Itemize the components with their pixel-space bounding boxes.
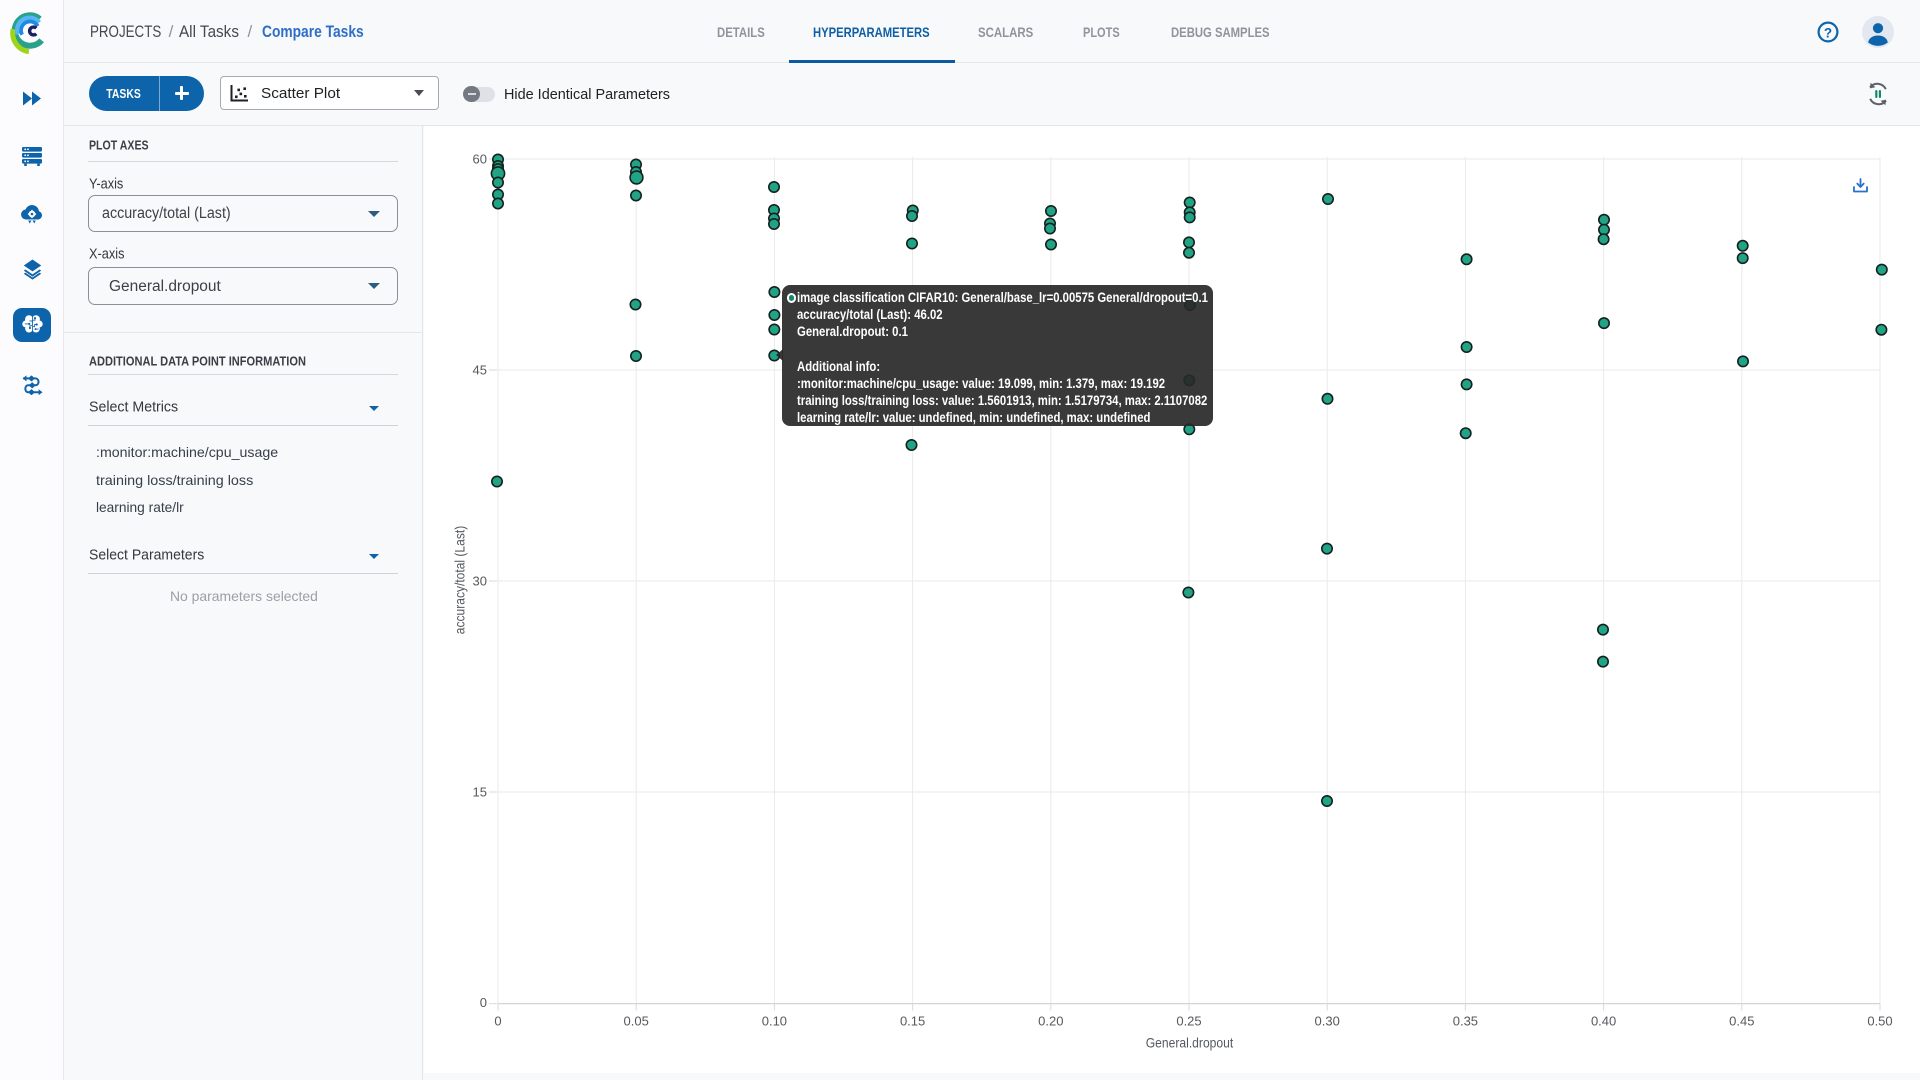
svg-text:60: 60 bbox=[473, 152, 487, 167]
svg-text:0.10: 0.10 bbox=[762, 1014, 787, 1029]
svg-text:0.20: 0.20 bbox=[1038, 1014, 1063, 1029]
svg-text:0.15: 0.15 bbox=[900, 1014, 925, 1029]
svg-text:accuracy/total (Last): accuracy/total (Last) bbox=[452, 526, 468, 634]
svg-text:0.45: 0.45 bbox=[1729, 1014, 1754, 1029]
svg-text:General.dropout: General.dropout bbox=[1146, 1035, 1234, 1051]
svg-text:30: 30 bbox=[473, 574, 487, 589]
svg-text:45: 45 bbox=[473, 363, 487, 378]
svg-text:15: 15 bbox=[473, 785, 487, 800]
svg-text:0.40: 0.40 bbox=[1591, 1014, 1616, 1029]
svg-text:0.05: 0.05 bbox=[624, 1014, 649, 1029]
svg-text:0.50: 0.50 bbox=[1867, 1014, 1892, 1029]
svg-text:0.25: 0.25 bbox=[1176, 1014, 1201, 1029]
svg-text:0.35: 0.35 bbox=[1453, 1014, 1478, 1029]
svg-text:0: 0 bbox=[480, 995, 487, 1010]
svg-text:0: 0 bbox=[494, 1014, 501, 1029]
svg-text:0.30: 0.30 bbox=[1315, 1014, 1340, 1029]
svg-text:?: ? bbox=[1824, 25, 1832, 40]
